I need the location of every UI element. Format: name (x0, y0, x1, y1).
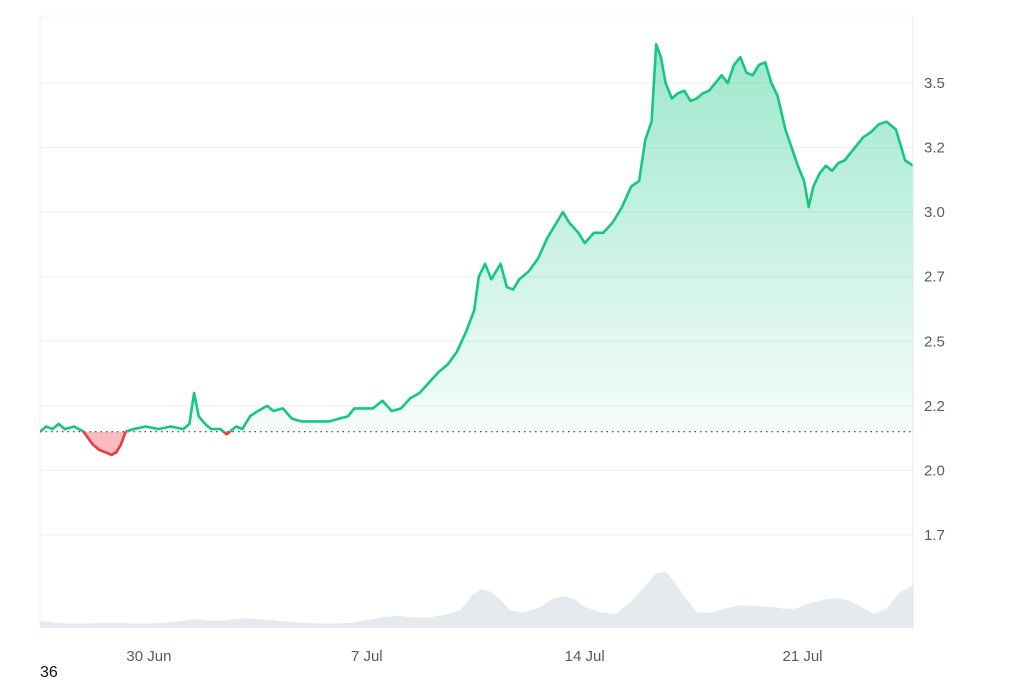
y-tick-label-4: 2.5 (924, 333, 945, 350)
x-tick-label-3: 21 Jul (782, 648, 822, 665)
volume-area (40, 571, 913, 628)
price-line-group (40, 43, 913, 457)
footer-label: 36 (40, 664, 58, 681)
y-tick-label-0: 3.5 (924, 75, 945, 92)
volume-area-group (40, 571, 913, 628)
price-area-up (40, 44, 913, 432)
y-tick-label-7: 1.7 (924, 527, 945, 544)
x-axis-ticks: 30 Jun 7 Jul 14 Jul 21 Jul (126, 648, 822, 665)
y-tick-label-1: 3.2 (924, 140, 945, 157)
y-tick-label-5: 2.2 (924, 398, 945, 415)
price-line-up (40, 43, 913, 432)
y-tick-label-2: 3.0 (924, 204, 945, 221)
y-tick-label-6: 2.0 (924, 462, 945, 479)
y-tick-label-3: 2.7 (924, 269, 945, 286)
y-axis-ticks: 3.5 3.2 3.0 2.7 2.5 2.2 2.0 1.7 (924, 75, 945, 544)
x-tick-label-0: 30 Jun (126, 648, 171, 665)
x-tick-label-1: 7 Jul (351, 648, 383, 665)
price-area-group (40, 44, 913, 455)
x-tick-label-2: 14 Jul (565, 648, 605, 665)
